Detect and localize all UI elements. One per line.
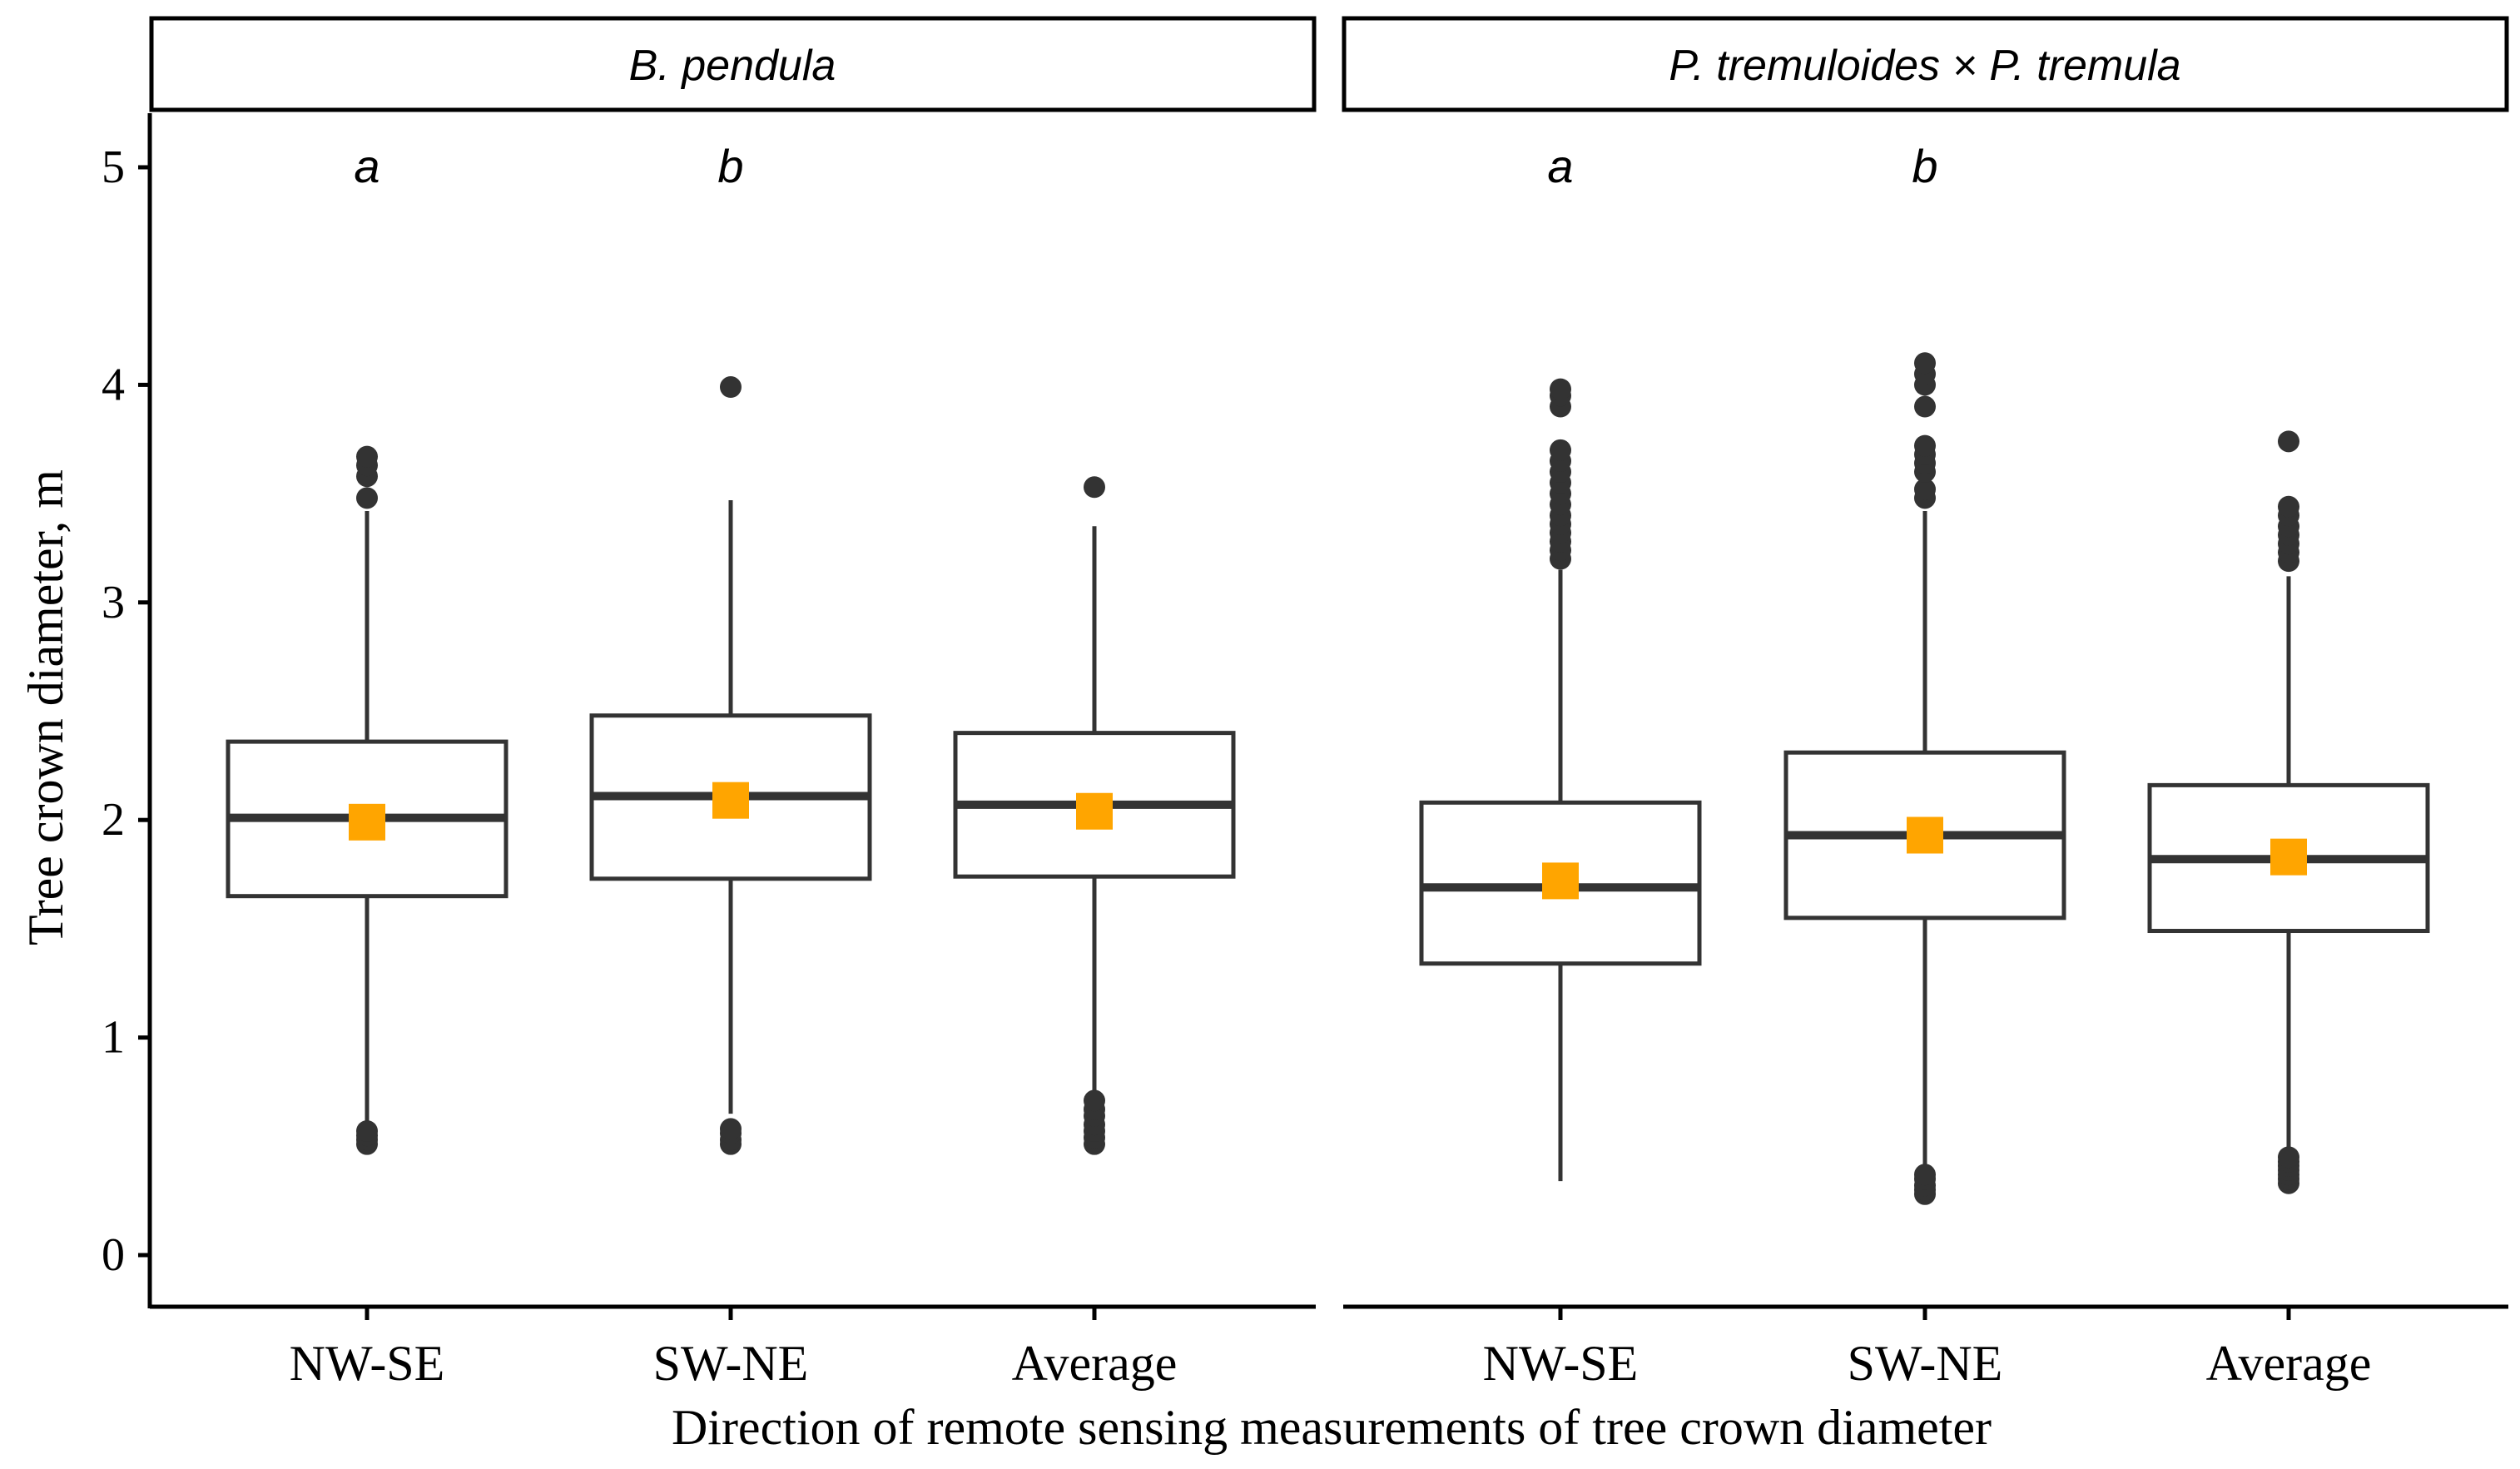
outlier-point	[356, 1120, 378, 1143]
outlier-point	[1084, 476, 1105, 499]
mean-marker	[1076, 792, 1113, 830]
outlier-point	[356, 487, 378, 509]
outlier-point	[2278, 1146, 2299, 1169]
panel-title-1: B. pendula	[629, 42, 836, 90]
box-group-1-average: Average	[953, 476, 1236, 1391]
y-tick-label: 1	[102, 1012, 125, 1064]
outlier-point	[1914, 434, 1936, 457]
outlier-point	[2278, 495, 2299, 518]
box-group-1-nw-se: NW-SE a	[226, 140, 508, 1391]
x-tick-label: SW-NE	[1848, 1336, 2003, 1391]
y-tick-label: 2	[102, 794, 125, 846]
panel-strip-1: B. pendula	[149, 16, 1317, 112]
outlier-point	[2278, 430, 2299, 453]
x-axis-label: Direction of remote sensing measurements…	[672, 1400, 1992, 1455]
y-tick-label: 0	[102, 1229, 125, 1281]
x-tick-label: SW-NE	[653, 1336, 809, 1391]
y-ticks: 0 1 2 3 4 5	[102, 141, 150, 1281]
box-group-2-nw-se: NW-SE a	[1419, 140, 1702, 1391]
y-tick-label: 3	[102, 577, 125, 628]
mean-marker	[2270, 838, 2307, 876]
y-axis-label: Tree crown diameter, m	[18, 469, 73, 945]
outlier-point	[1914, 352, 1936, 375]
box-group-1-sw-ne: SW-NE b	[589, 140, 872, 1391]
y-tick-label: 5	[102, 141, 125, 193]
significance-letter: a	[1547, 140, 1573, 192]
outlier-point	[720, 376, 742, 399]
x-tick-label: Average	[2206, 1336, 2372, 1391]
mean-marker	[1907, 816, 1943, 854]
outlier-point	[356, 445, 378, 468]
panel-title-2: P. tremuloides × P. tremula	[1669, 42, 2180, 90]
outlier-point	[1914, 478, 1936, 500]
x-tick-label: Average	[1012, 1336, 1178, 1391]
outlier-point	[1914, 1164, 1936, 1186]
significance-letter: a	[354, 140, 379, 192]
chart-marks: NW-SE a SW-NE b Average NW-SE a SW-NE b Average	[226, 140, 2430, 1391]
outlier-point	[1550, 378, 1571, 400]
x-tick-label: NW-SE	[1483, 1336, 1639, 1391]
mean-marker	[1542, 862, 1579, 900]
significance-letter: b	[717, 140, 743, 192]
outlier-point	[720, 1118, 742, 1140]
box-group-2-sw-ne: SW-NE b	[1783, 140, 2066, 1391]
significance-letter: b	[1912, 140, 1937, 192]
mean-marker	[349, 803, 385, 841]
box-group-2-average: Average	[2147, 430, 2430, 1391]
x-tick-label: NW-SE	[290, 1336, 445, 1391]
panel-strip-2: P. tremuloides × P. tremula	[1342, 16, 2509, 112]
y-tick-label: 4	[102, 359, 125, 410]
mean-marker	[712, 782, 749, 819]
outlier-point	[1084, 1089, 1105, 1112]
outlier-point	[1914, 395, 1936, 418]
outlier-point	[1550, 439, 1571, 461]
